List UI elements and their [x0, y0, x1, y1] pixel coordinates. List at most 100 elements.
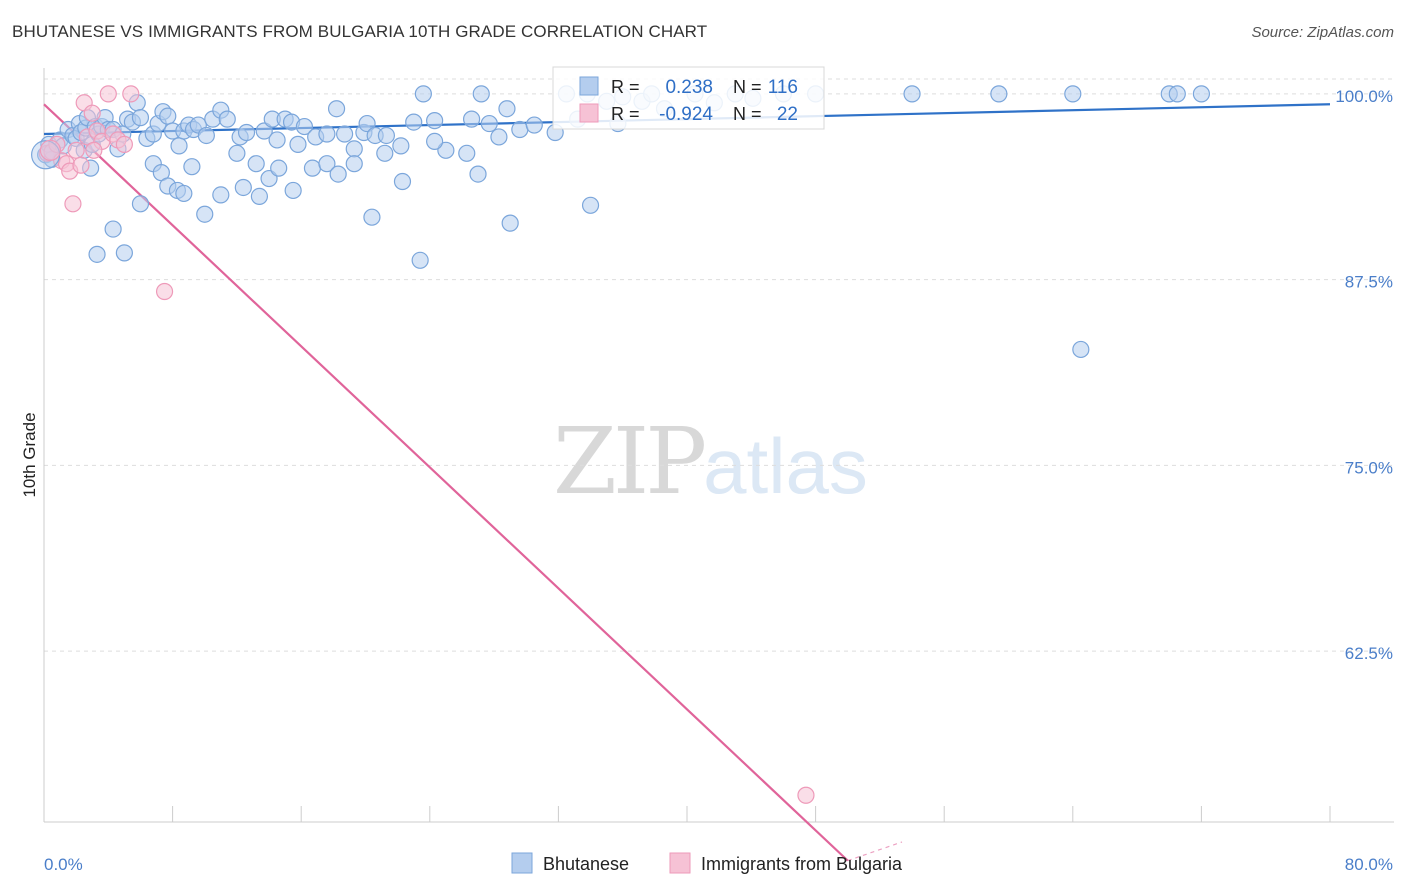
n-label: N = [733, 104, 762, 124]
grid [44, 78, 1394, 652]
bhutanese-point [228, 144, 246, 162]
bhutanese-point [131, 109, 150, 127]
bhutanese-point [426, 112, 444, 130]
bhutanese-point [581, 196, 600, 214]
bhutanese-point [115, 244, 133, 262]
bhutanese-point [377, 126, 395, 145]
trend-lines [43, 103, 1331, 862]
bhutanese-point [458, 144, 476, 162]
stats-legend: R = 0.238 N = 116 R = -0.924 N = 22 [552, 66, 825, 130]
bhutanese-point [903, 85, 921, 103]
bhutanese-point [196, 205, 214, 223]
axes [43, 68, 1394, 823]
bulgaria-point [797, 786, 815, 804]
bhutanese-point [414, 85, 432, 103]
legend-label: Bhutanese [543, 854, 629, 874]
chart-title: BHUTANESE VS IMMIGRANTS FROM BULGARIA 10… [12, 22, 708, 41]
bhutanese-point [295, 117, 314, 136]
bulgaria-point [83, 104, 101, 122]
n-label: N = [733, 77, 762, 97]
n-value: 22 [777, 104, 798, 125]
bulgaria-point [122, 85, 140, 103]
bhutanese-point [490, 128, 508, 146]
bhutanese-point [469, 165, 487, 183]
bhutanese-point [1072, 340, 1090, 359]
bhutanese-point [392, 137, 410, 155]
bhutanese-point [212, 186, 230, 204]
bhutanese-point [1168, 85, 1186, 103]
legend-swatch [669, 852, 691, 874]
bhutanese-point [88, 245, 106, 263]
data-points [31, 85, 1211, 804]
bhutanese-point [358, 114, 376, 133]
bhutanese-point [268, 131, 286, 149]
bhutanese-point [345, 140, 363, 158]
bhutanese-point [511, 120, 529, 139]
bhutanese-point [170, 137, 188, 155]
bhutanese-point [363, 208, 381, 226]
legend-swatch [511, 852, 533, 874]
bhutanese-point [327, 100, 346, 118]
bhutanese-point [218, 110, 236, 128]
bhutanese-point [1064, 85, 1082, 103]
axis-labels: 62.5% 75.0% 87.5% 100.0% 0.0% 80.0% 10th Grade [20, 87, 1393, 874]
x-tick-label-max: 80.0% [1345, 855, 1393, 874]
bulgaria-point [85, 141, 103, 159]
bulgaria-point-cluster [39, 139, 62, 161]
bhutanese-point [437, 141, 455, 159]
bhutanese-point [990, 85, 1008, 103]
watermark: ZIPatlas [553, 408, 868, 515]
bhutanese-point [234, 178, 252, 197]
bhutanese-point [525, 116, 543, 134]
bulgaria-point [72, 156, 90, 174]
bhutanese-point [426, 132, 444, 151]
y-tick-label: 75.0% [1345, 458, 1393, 477]
stats-swatch [579, 103, 599, 123]
y-axis-title: 10th Grade [20, 412, 39, 497]
bhutanese-point [472, 85, 490, 103]
bottom-legend: Bhutanese Immigrants from Bulgaria [511, 852, 903, 874]
bhutanese-point [284, 181, 302, 200]
bhutanese-point [1192, 85, 1211, 103]
bulgaria-trend-line [43, 103, 849, 862]
r-label: R = [611, 77, 640, 97]
bhutanese-point [131, 195, 150, 213]
bhutanese-point [270, 159, 288, 177]
bhutanese-point [237, 123, 256, 142]
r-label: R = [611, 104, 640, 124]
bhutanese-point [336, 125, 354, 143]
bhutanese-point [255, 122, 273, 140]
bhutanese-point [405, 113, 423, 131]
bhutanese-point [247, 155, 265, 173]
y-tick-label: 62.5% [1345, 644, 1393, 663]
bhutanese-point [197, 126, 215, 145]
bhutanese-point [303, 159, 322, 177]
bhutanese-point [318, 125, 336, 143]
bulgaria-trend-line-extension [847, 841, 903, 862]
watermark-zip: ZIP [553, 408, 707, 515]
watermark-atlas: atlas [703, 422, 868, 510]
bhutanese-point [376, 144, 394, 162]
n-value: 116 [768, 77, 798, 98]
bhutanese-point [175, 184, 193, 203]
bhutanese-point [289, 135, 307, 153]
bhutanese-point [250, 187, 269, 205]
bulgaria-point [67, 141, 85, 159]
bhutanese-point [480, 114, 498, 133]
bhutanese-point [104, 220, 122, 238]
bulgaria-point [115, 135, 133, 153]
bulgaria-point [64, 195, 82, 213]
bulgaria-point [99, 85, 117, 103]
legend-label: Immigrants from Bulgaria [701, 854, 903, 874]
y-tick-label: 100.0% [1335, 87, 1393, 106]
bhutanese-point [501, 214, 519, 232]
bhutanese-point [393, 172, 412, 191]
stats-swatch [579, 76, 599, 96]
r-value: -0.924 [659, 104, 713, 125]
bulgaria-point [155, 282, 174, 301]
x-tick-label-min: 0.0% [44, 855, 83, 874]
bhutanese-point [329, 165, 347, 183]
y-tick-label: 87.5% [1345, 273, 1393, 292]
bhutanese-point [462, 110, 481, 128]
